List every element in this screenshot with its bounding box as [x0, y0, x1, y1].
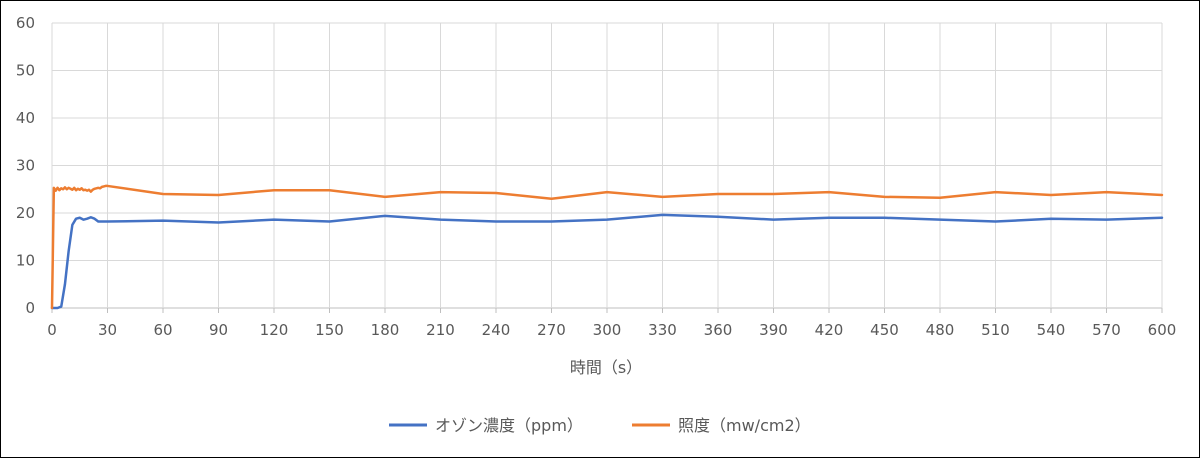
x-tick-label: 480 — [926, 321, 955, 339]
x-axis-title: 時間（s） — [570, 358, 642, 377]
y-tick-label: 30 — [16, 157, 35, 175]
x-tick-label: 540 — [1037, 321, 1066, 339]
x-tick-label: 120 — [260, 321, 289, 339]
y-tick-label: 60 — [16, 14, 35, 32]
x-tick-label: 90 — [209, 321, 228, 339]
legend: オゾン濃度（ppm） 照度（mw/cm2） — [389, 416, 811, 435]
x-tick-label: 30 — [98, 321, 117, 339]
x-tick-label: 270 — [537, 321, 566, 339]
x-tick-label: 150 — [315, 321, 344, 339]
x-tick-label: 330 — [648, 321, 677, 339]
y-tick-labels: 0 10 20 30 40 50 60 — [16, 14, 35, 317]
series-lines — [50, 184, 1164, 310]
x-tick-label: 300 — [593, 321, 622, 339]
series-line-1 — [50, 213, 1164, 310]
y-tick-label: 20 — [16, 204, 35, 222]
x-tick-label: 420 — [815, 321, 844, 339]
x-tick-label: 450 — [870, 321, 899, 339]
x-tick-label: 390 — [759, 321, 788, 339]
x-tick-label: 360 — [704, 321, 733, 339]
x-tick-label: 600 — [1148, 321, 1177, 339]
gridlines — [51, 22, 1163, 313]
y-tick-label: 10 — [16, 252, 35, 270]
legend-label: オゾン濃度（ppm） — [435, 416, 583, 435]
x-tick-label: 60 — [153, 321, 172, 339]
x-tick-label: 180 — [371, 321, 400, 339]
x-tick-label: 210 — [426, 321, 455, 339]
legend-label: 照度（mw/cm2） — [678, 416, 811, 435]
y-tick-label: 50 — [16, 62, 35, 80]
x-tick-label: 570 — [1092, 321, 1121, 339]
series-line-2 — [50, 184, 1164, 310]
y-tick-label: 40 — [16, 109, 35, 127]
x-tick-label: 240 — [482, 321, 511, 339]
y-tick-label: 0 — [25, 299, 35, 317]
x-tick-label: 0 — [47, 321, 57, 339]
x-tick-label: 510 — [981, 321, 1010, 339]
x-tick-labels: 0 30 60 90 120 150 180 210 240 270 300 330 360 390 420… — [47, 321, 1176, 339]
